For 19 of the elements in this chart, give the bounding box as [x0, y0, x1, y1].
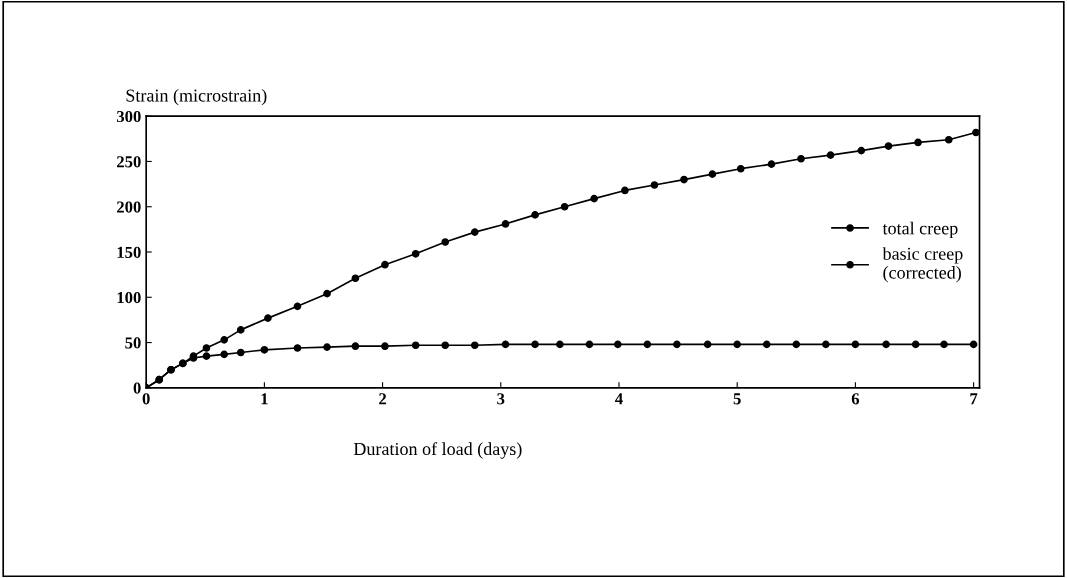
x-tick-label: 1 [261, 393, 268, 405]
x-tick-label: 4 [615, 393, 623, 405]
y-tick-label: 50 [125, 337, 141, 349]
y-tick-label: 300 [116, 110, 141, 123]
legend-label: basic creep (corrected) [882, 247, 963, 283]
y-tick-label: 250 [117, 156, 141, 168]
y-tick-label: 0 [133, 382, 141, 394]
x-tick-label: 7 [970, 393, 978, 405]
x-tick-label: 0 [142, 393, 150, 405]
x-tick-label: 5 [733, 393, 741, 405]
y-axis-title: Strain (microstrain) [126, 88, 267, 106]
x-tick-label: 2 [379, 393, 387, 405]
legend-label: total creep [882, 221, 958, 239]
x-axis-title: Duration of load (days) [353, 442, 522, 459]
y-tick-label: 150 [117, 246, 141, 258]
x-tick-label: 3 [497, 393, 505, 405]
y-tick-label: 100 [117, 291, 141, 304]
x-tick-label: 6 [851, 393, 860, 405]
y-tick-label: 200 [117, 201, 141, 213]
